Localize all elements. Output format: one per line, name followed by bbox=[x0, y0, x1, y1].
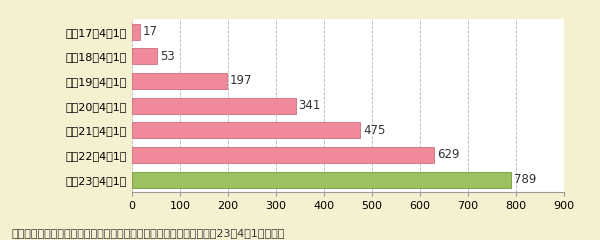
Bar bbox=[132, 24, 140, 40]
Text: 17: 17 bbox=[143, 25, 158, 38]
Bar bbox=[132, 48, 157, 64]
Text: 341: 341 bbox=[299, 99, 321, 112]
Bar bbox=[132, 98, 296, 114]
Bar bbox=[132, 147, 434, 163]
Bar bbox=[132, 122, 360, 138]
Bar bbox=[132, 172, 511, 188]
Text: 629: 629 bbox=[437, 149, 460, 162]
Text: 53: 53 bbox=[160, 50, 175, 63]
Bar bbox=[132, 73, 227, 89]
Text: 197: 197 bbox=[229, 74, 252, 87]
Text: 789: 789 bbox=[514, 173, 536, 186]
Text: 475: 475 bbox=[363, 124, 385, 137]
Text: （出典）文部科学省「コミュニティ・スクール指定状況調査」（平成23年4月1日現在）: （出典）文部科学省「コミュニティ・スクール指定状況調査」（平成23年4月1日現在… bbox=[12, 228, 286, 238]
